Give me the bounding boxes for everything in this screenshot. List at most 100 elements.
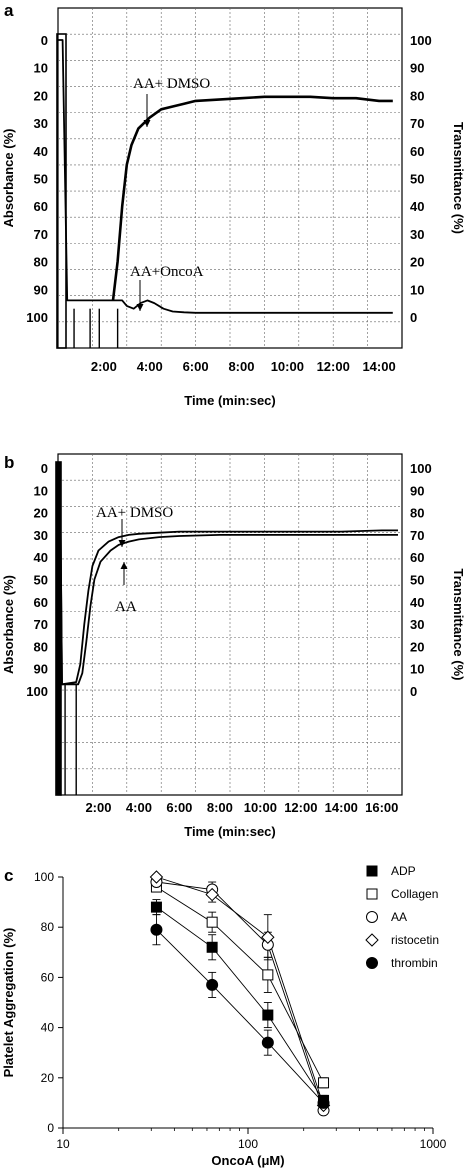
trace-aa-dmso: [111, 95, 393, 301]
data-point-collagen: [318, 1077, 330, 1089]
x-tick-label: 4:00: [126, 800, 152, 815]
annotation-arrowhead: [118, 540, 126, 547]
y-right-tick-label: 50: [410, 573, 424, 588]
y-left-tick-label: 20: [34, 88, 48, 103]
legend-marker-adp: [366, 865, 378, 877]
y-axis-label-right: Transmittance (%): [451, 569, 466, 681]
annotation-label: AA: [115, 599, 137, 615]
y-left-tick-label: 70: [34, 227, 48, 242]
x-tick-label: 10:00: [244, 800, 277, 815]
y-right-tick-label: 10: [410, 662, 424, 677]
x-tick-label: 16:00: [365, 800, 398, 815]
legend-label-ristocetin: ristocetin: [391, 933, 439, 947]
x-tick-label: 2:00: [85, 800, 111, 815]
panel-letter-a: a: [4, 1, 14, 20]
data-point-thrombin: [150, 923, 163, 936]
legend-marker-ristocetin: [365, 933, 379, 947]
y-right-tick-label: 20: [410, 639, 424, 654]
x-tick-label: 4:00: [137, 359, 163, 374]
legend-label-collagen: Collagen: [391, 887, 438, 901]
y-right-tick-label: 40: [410, 199, 424, 214]
y-right-tick-label: 60: [410, 144, 424, 159]
y-right-tick-label: 90: [410, 483, 424, 498]
x-axis-label: Time (min:sec): [184, 824, 276, 839]
y-tick-label: 80: [41, 920, 55, 934]
curve-thrombin: [156, 929, 324, 1104]
y-axis-label: Platelet Aggregation (%): [1, 928, 16, 1078]
y-left-tick-label: 0: [41, 461, 48, 476]
annotation-arrowhead: [136, 304, 144, 311]
y-tick-label: 60: [41, 970, 55, 984]
legend-marker-aa: [366, 911, 378, 923]
x-tick-label: 12:00: [284, 800, 317, 815]
data-point-thrombin: [317, 1096, 330, 1109]
y-right-tick-label: 90: [410, 61, 424, 76]
trace-aa: [58, 467, 398, 686]
y-tick-label: 20: [41, 1071, 55, 1085]
data-point-adp: [206, 941, 218, 953]
y-tick-label: 40: [41, 1021, 55, 1035]
trace-aa-dmso: [58, 467, 398, 686]
y-right-tick-label: 0: [410, 684, 417, 699]
annotation-arrowhead: [143, 120, 151, 127]
y-left-tick-label: 50: [34, 573, 48, 588]
y-right-tick-label: 70: [410, 116, 424, 131]
legend-label-thrombin: thrombin: [391, 956, 438, 970]
data-point-adp: [150, 901, 162, 913]
x-tick-label: 1000: [420, 1137, 447, 1151]
y-right-tick-label: 80: [410, 506, 424, 521]
y-tick-label: 0: [47, 1121, 54, 1135]
y-right-tick-label: 70: [410, 528, 424, 543]
y-left-tick-label: 40: [34, 144, 48, 159]
y-left-tick-label: 70: [34, 617, 48, 632]
y-left-tick-label: 100: [26, 684, 48, 699]
x-tick-label: 8:00: [228, 359, 254, 374]
legend-label-aa: AA: [391, 910, 407, 924]
y-axis-label-left: Absorbance (%): [1, 575, 16, 674]
legend-marker-collagen: [366, 888, 378, 900]
y-tick-label: 100: [34, 870, 54, 884]
annotation-label: AA+ DMSO: [133, 76, 210, 92]
x-tick-label: 14:00: [325, 800, 358, 815]
y-axis-label-left: Absorbance (%): [1, 129, 16, 228]
y-left-tick-label: 0: [41, 33, 48, 48]
y-left-tick-label: 80: [34, 639, 48, 654]
y-left-tick-label: 60: [34, 595, 48, 610]
x-tick-label: 8:00: [207, 800, 233, 815]
x-axis-label: Time (min:sec): [184, 393, 276, 408]
legend-marker-thrombin: [366, 957, 378, 969]
y-left-tick-label: 50: [34, 172, 48, 187]
data-point-thrombin: [206, 978, 219, 991]
data-point-adp: [262, 1009, 274, 1021]
y-right-tick-label: 80: [410, 88, 424, 103]
y-right-tick-label: 20: [410, 255, 424, 270]
y-right-tick-label: 100: [410, 461, 432, 476]
y-left-tick-label: 10: [34, 61, 48, 76]
panel-letter-c: c: [4, 866, 13, 885]
data-point-ristocetin: [205, 887, 219, 902]
y-left-tick-label: 10: [34, 483, 48, 498]
x-tick-label: 6:00: [166, 800, 192, 815]
y-left-tick-label: 90: [34, 282, 48, 297]
data-point-ristocetin: [149, 870, 164, 884]
y-right-tick-label: 0: [410, 310, 417, 325]
annotation-label: AA+ DMSO: [96, 505, 173, 521]
x-tick-label: 2:00: [91, 359, 117, 374]
y-right-tick-label: 30: [410, 617, 424, 632]
x-tick-label: 100: [238, 1137, 258, 1151]
annotation-arrowhead: [120, 562, 128, 569]
data-point-collagen: [206, 916, 218, 928]
y-left-tick-label: 80: [34, 255, 48, 270]
legend-label-adp: ADP: [391, 864, 416, 878]
x-tick-label: 14:00: [362, 359, 395, 374]
y-left-tick-label: 30: [34, 528, 48, 543]
y-right-tick-label: 30: [410, 227, 424, 242]
x-tick-label: 10: [56, 1137, 70, 1151]
y-right-tick-label: 10: [410, 282, 424, 297]
curve-adp: [156, 906, 324, 1101]
x-tick-label: 10:00: [271, 359, 304, 374]
x-tick-label: 6:00: [183, 359, 209, 374]
annotation-label: AA+OncoA: [130, 264, 204, 280]
x-axis-label: OncoA (μM): [211, 1153, 284, 1168]
y-left-tick-label: 30: [34, 116, 48, 131]
